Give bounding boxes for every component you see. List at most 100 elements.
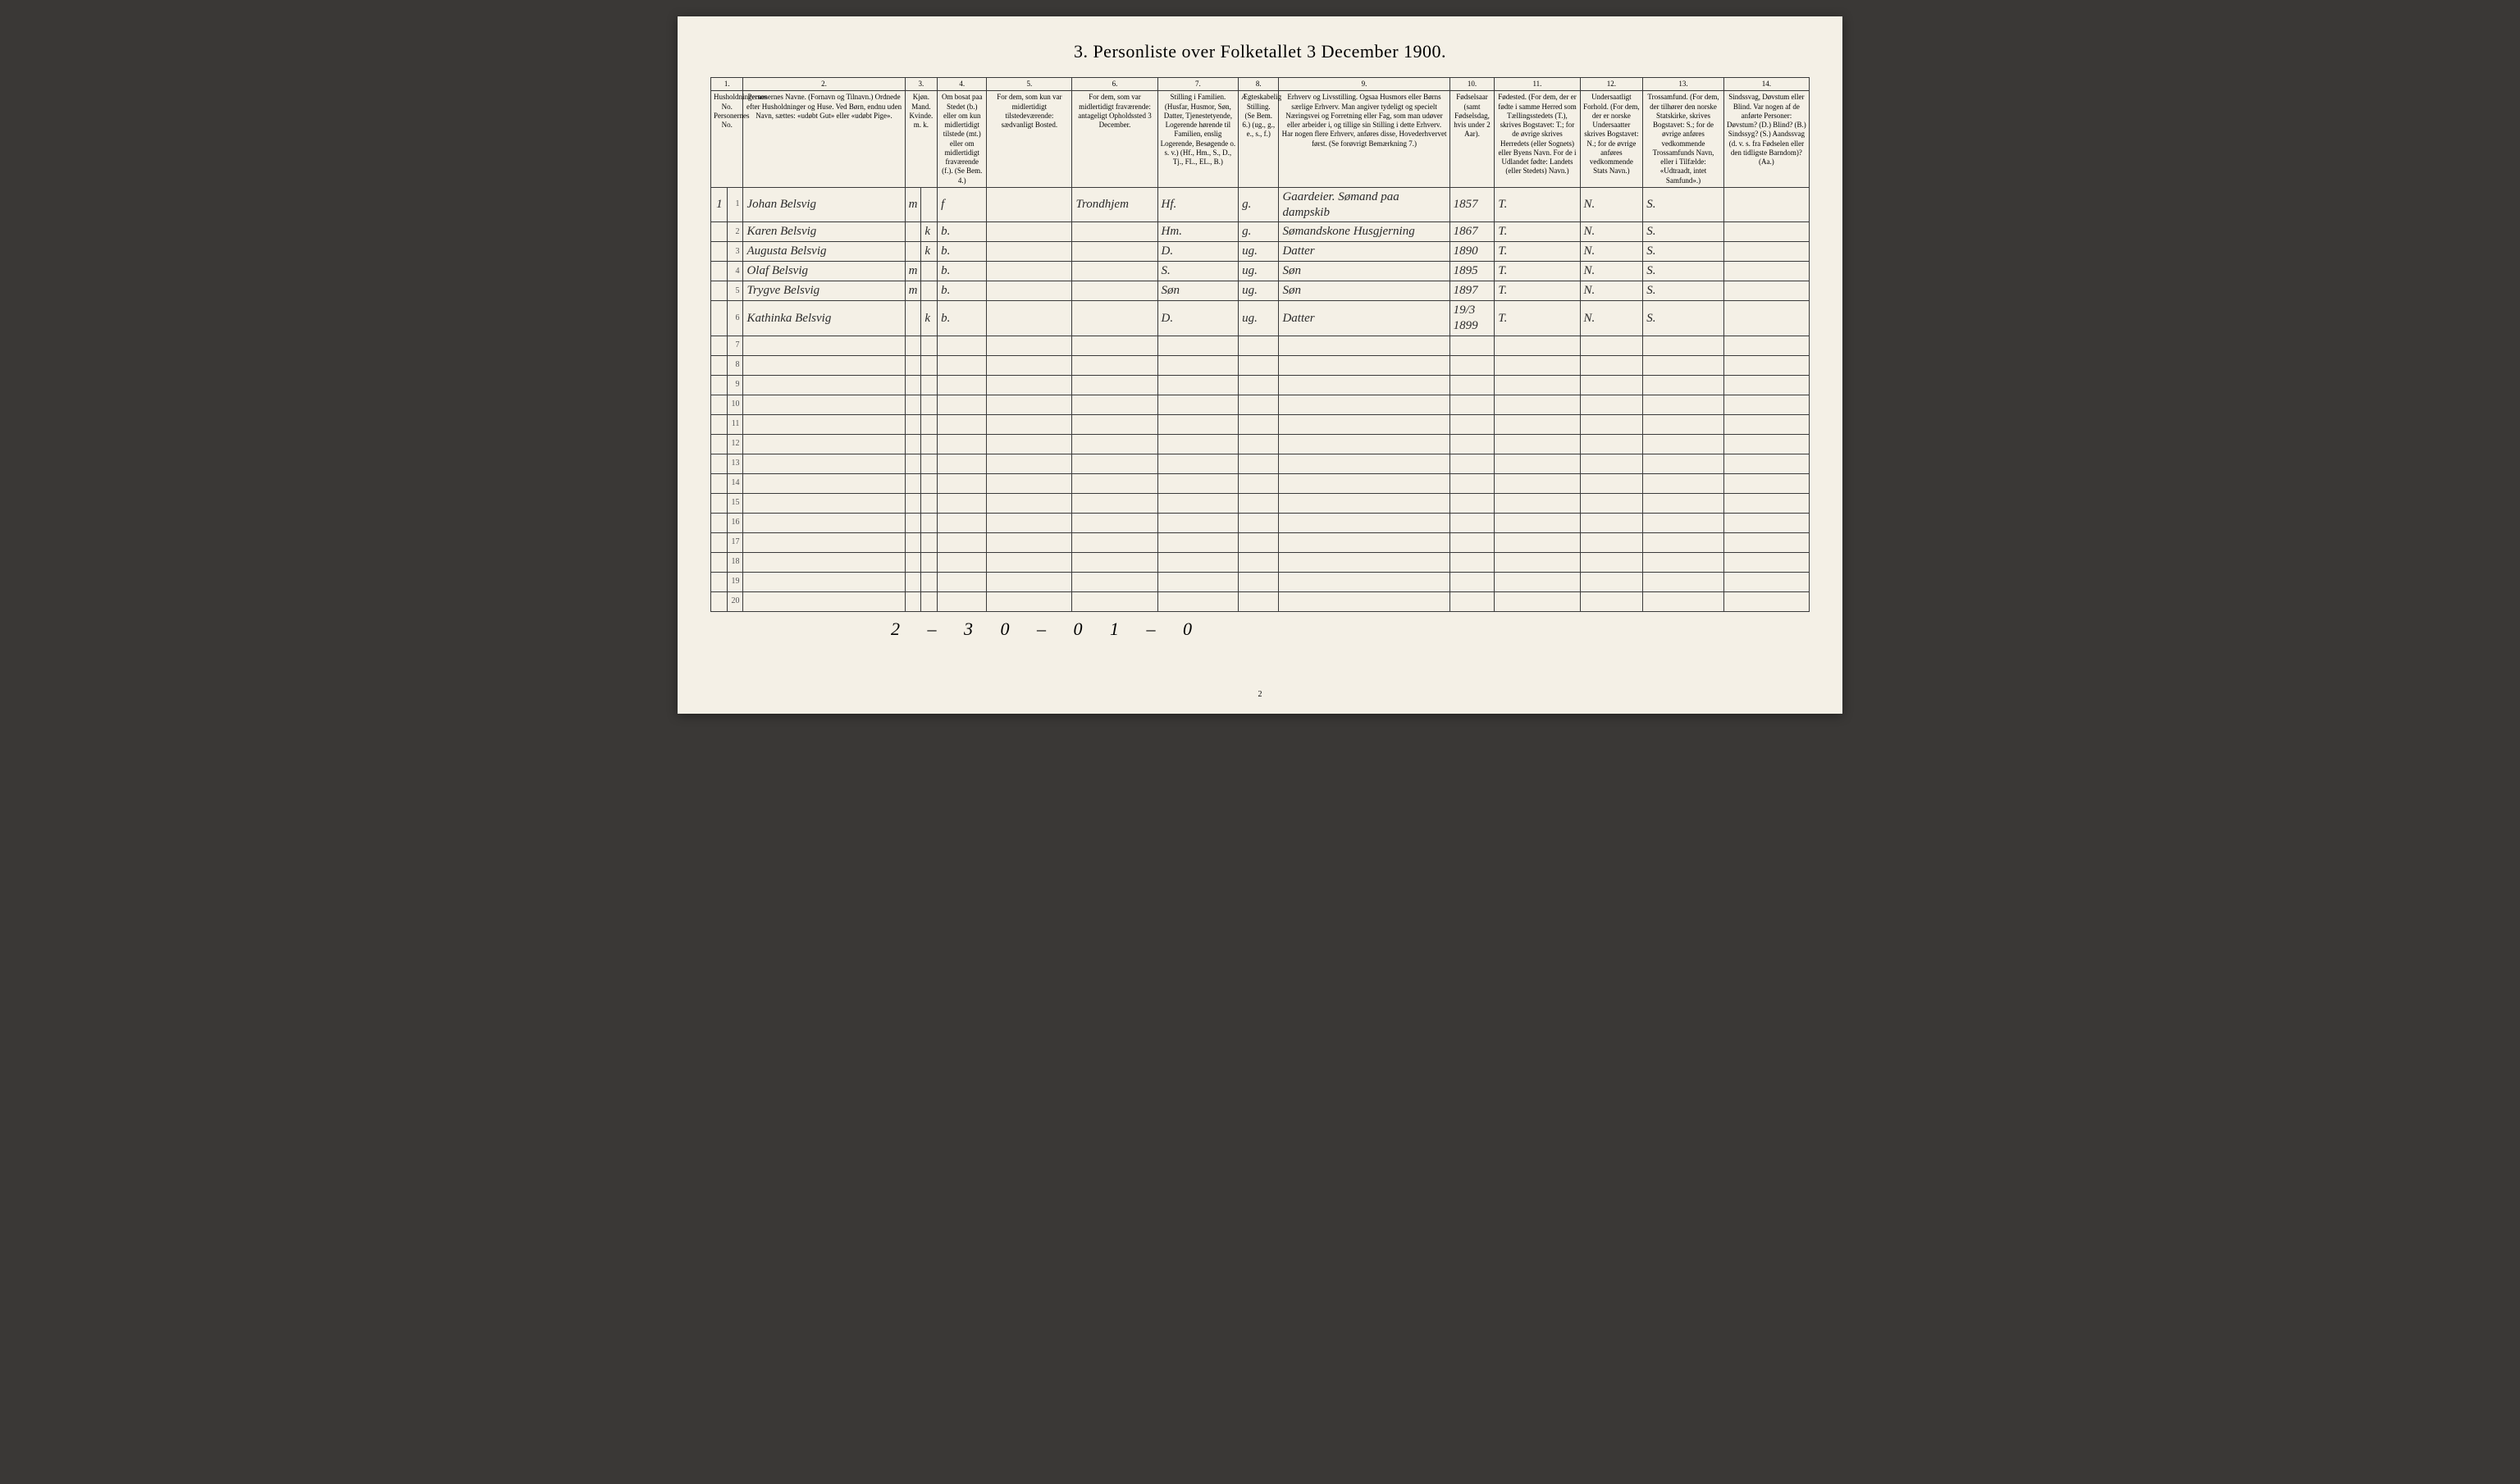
cell-sex_k <box>921 262 938 281</box>
cell-blank <box>921 532 938 552</box>
cell-blank <box>1157 375 1239 395</box>
cell-blank <box>905 572 921 591</box>
cell-year: 1867 <box>1449 222 1495 242</box>
cell-blank <box>905 552 921 572</box>
cell-col5 <box>987 262 1072 281</box>
cell-fam: D. <box>1157 242 1239 262</box>
cell-birthplace: T. <box>1495 222 1580 242</box>
cell-blank <box>938 414 987 434</box>
cell-blank <box>1279 336 1449 355</box>
cell-res: b. <box>938 222 987 242</box>
cell-res: f <box>938 187 987 222</box>
cell-blank <box>938 552 987 572</box>
cell-sex_m <box>905 301 921 336</box>
table-row-blank: 15 <box>711 493 1810 513</box>
cell-blank <box>1495 454 1580 473</box>
colhead-10: Fødselsaar (samt Fødselsdag, hvis under … <box>1449 91 1495 188</box>
cell-nat: N. <box>1580 187 1643 222</box>
cell-blank <box>1157 473 1239 493</box>
cell-blank <box>1239 493 1279 513</box>
cell-blank <box>1157 414 1239 434</box>
cell-col5 <box>987 242 1072 262</box>
cell-blank <box>1643 395 1724 414</box>
cell-name: Karen Belsvig <box>743 222 905 242</box>
cell-blank <box>921 414 938 434</box>
cell-blank <box>1643 493 1724 513</box>
cell-col6 <box>1072 262 1157 281</box>
cell-occ: Datter <box>1279 242 1449 262</box>
cell-blank <box>711 513 728 532</box>
cell-blank <box>1643 355 1724 375</box>
cell-blank <box>1449 434 1495 454</box>
cell-blank <box>711 572 728 591</box>
cell-blank <box>1279 454 1449 473</box>
table-head: 1. 2. 3. 4. 5. 6. 7. 8. 9. 10. 11. 12. 1… <box>711 78 1810 188</box>
cell-blank <box>1279 395 1449 414</box>
cell-blank <box>1239 454 1279 473</box>
cell-blank: 19 <box>727 572 743 591</box>
cell-dis <box>1723 281 1809 301</box>
cell-blank <box>1157 513 1239 532</box>
cell-blank <box>1279 572 1449 591</box>
table-row-blank: 9 <box>711 375 1810 395</box>
cell-col5 <box>987 187 1072 222</box>
cell-blank <box>1643 552 1724 572</box>
cell-blank <box>1723 434 1809 454</box>
cell-blank <box>905 375 921 395</box>
cell-dis <box>1723 262 1809 281</box>
cell-blank <box>743 375 905 395</box>
cell-blank <box>1157 572 1239 591</box>
cell-blank <box>711 532 728 552</box>
cell-no: 3 <box>727 242 743 262</box>
page-title: 3. Personliste over Folketallet 3 Decemb… <box>710 41 1810 62</box>
cell-name: Kathinka Belsvig <box>743 301 905 336</box>
cell-birthplace: T. <box>1495 187 1580 222</box>
cell-mar: g. <box>1239 222 1279 242</box>
cell-blank <box>938 532 987 552</box>
cell-blank: 14 <box>727 473 743 493</box>
cell-blank <box>987 395 1072 414</box>
table-row: 6Kathinka Belsvigkb.D.ug.Datter19/3 1899… <box>711 301 1810 336</box>
cell-col5 <box>987 301 1072 336</box>
cell-blank <box>987 473 1072 493</box>
cell-blank <box>1495 572 1580 591</box>
cell-blank <box>921 493 938 513</box>
cell-blank <box>1449 591 1495 611</box>
cell-blank <box>1449 375 1495 395</box>
cell-blank <box>1157 355 1239 375</box>
table-row: 2Karen Belsvigkb.Hm.g.Sømandskone Husgje… <box>711 222 1810 242</box>
cell-no: 4 <box>727 262 743 281</box>
cell-blank <box>1580 572 1643 591</box>
colnum-12: 12. <box>1580 78 1643 91</box>
cell-blank <box>921 336 938 355</box>
table-row-blank: 7 <box>711 336 1810 355</box>
colhead-11: Fødested. (For dem, der er fødte i samme… <box>1495 91 1580 188</box>
cell-col6 <box>1072 281 1157 301</box>
colnum-14: 14. <box>1723 78 1809 91</box>
cell-sex_k: k <box>921 301 938 336</box>
table-row-blank: 13 <box>711 454 1810 473</box>
cell-blank <box>905 355 921 375</box>
colnum-13: 13. <box>1643 78 1724 91</box>
cell-blank <box>1072 532 1157 552</box>
cell-blank <box>1157 336 1239 355</box>
cell-blank <box>921 395 938 414</box>
colnum-3: 3. <box>905 78 937 91</box>
cell-blank <box>938 375 987 395</box>
cell-hh <box>711 301 728 336</box>
cell-blank <box>711 552 728 572</box>
cell-blank <box>921 454 938 473</box>
cell-blank <box>1643 454 1724 473</box>
census-page: 3. Personliste over Folketallet 3 Decemb… <box>678 16 1842 714</box>
cell-fam: Hm. <box>1157 222 1239 242</box>
colnum-1: 1. <box>711 78 743 91</box>
cell-blank <box>1449 473 1495 493</box>
cell-blank <box>1580 591 1643 611</box>
cell-blank <box>1279 552 1449 572</box>
cell-blank <box>711 375 728 395</box>
table-body: 11Johan BelsvigmfTrondhjemHf.g.Gaardeier… <box>711 187 1810 611</box>
cell-blank <box>1072 493 1157 513</box>
cell-col5 <box>987 222 1072 242</box>
cell-dis <box>1723 242 1809 262</box>
colhead-7: Stilling i Familien. (Husfar, Husmor, Sø… <box>1157 91 1239 188</box>
